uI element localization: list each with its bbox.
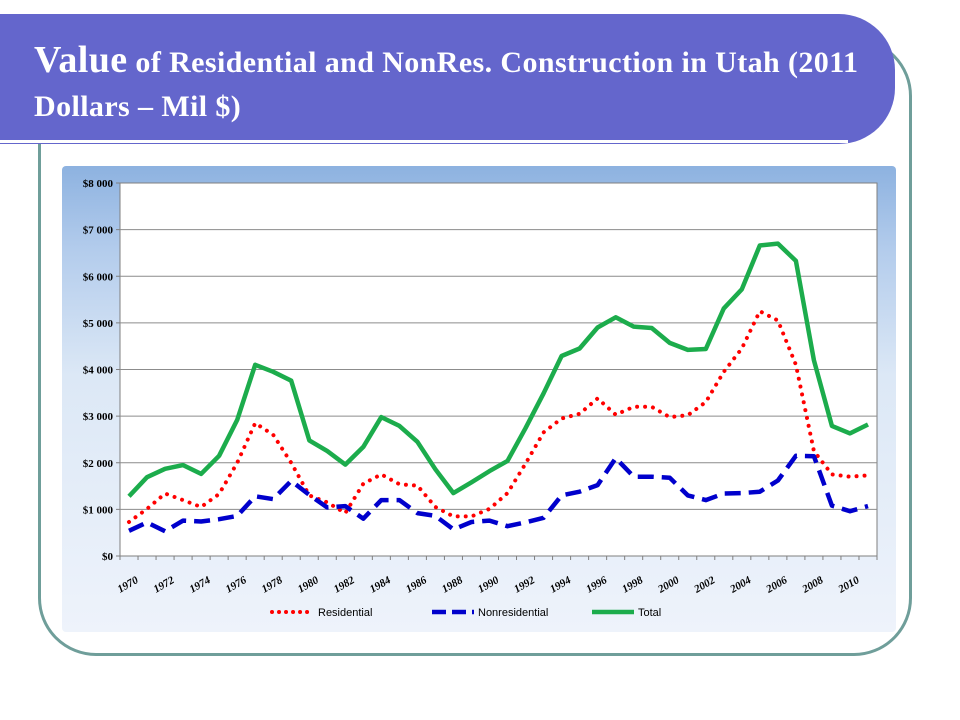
x-tick-label: 1974	[188, 574, 213, 596]
series-lines	[127, 241, 870, 534]
y-tick-label: $2 000	[83, 458, 114, 470]
y-axis-tick-labels: $0 $1 000 $2 000 $3 000 $4 000 $5 000 $6 000 $7…	[83, 178, 114, 563]
x-tick-label: 2006	[763, 574, 789, 596]
x-tick-label: 1976	[224, 574, 249, 596]
x-axis-tick-labels: 1970 1972 1974 1976 1978 1980 1982 1984 1986 1988…	[115, 574, 861, 596]
y-tick-label: $3 000	[83, 411, 114, 423]
x-tick-label: 1980	[296, 574, 321, 596]
x-tick-label: 1978	[260, 574, 285, 596]
x-tick-label: 1998	[620, 574, 645, 596]
x-tick-label: 2004	[727, 574, 753, 596]
x-tick-label: 1982	[332, 574, 357, 596]
y-tick-label: $7 000	[83, 225, 114, 237]
title-lead: Value	[34, 39, 128, 81]
title-rest: of Residential and NonRes. Construction …	[34, 46, 859, 123]
slide-title: Value of Residential and NonRes. Constru…	[34, 38, 864, 129]
series-line-total	[127, 241, 869, 498]
x-tick-label: 1972	[152, 574, 177, 596]
y-tick-label: $6 000	[83, 271, 114, 283]
x-tick-label: 1996	[584, 574, 609, 596]
legend: Residential Nonresidential Total	[270, 607, 661, 619]
x-tick-label: 1990	[476, 574, 501, 596]
y-tick-label: $0	[102, 551, 114, 563]
title-bar: Value of Residential and NonRes. Constru…	[0, 14, 895, 144]
legend-label-residential: Residential	[318, 607, 372, 619]
gridlines	[116, 182, 878, 560]
legend-label-nonresidential: Nonresidential	[478, 607, 548, 619]
x-tick-label: 1992	[512, 574, 537, 596]
x-tick-label: 1988	[440, 574, 465, 596]
title-underline	[0, 140, 848, 143]
y-tick-label: $4 000	[83, 365, 114, 377]
y-tick-label: $5 000	[83, 318, 114, 330]
x-tick-label: 2010	[836, 574, 862, 596]
x-tick-label: 2008	[799, 574, 825, 596]
x-tick-label: 1984	[368, 574, 393, 596]
y-tick-label: $8 000	[83, 178, 114, 190]
legend-label-total: Total	[638, 607, 661, 619]
x-tick-label: 1970	[115, 574, 140, 596]
y-tick-label: $1 000	[83, 504, 114, 516]
x-tick-label: 1986	[404, 574, 429, 596]
x-tick-label: 1994	[548, 574, 573, 596]
x-tick-label: 2000	[655, 574, 681, 596]
x-tick-label: 2002	[691, 574, 717, 596]
